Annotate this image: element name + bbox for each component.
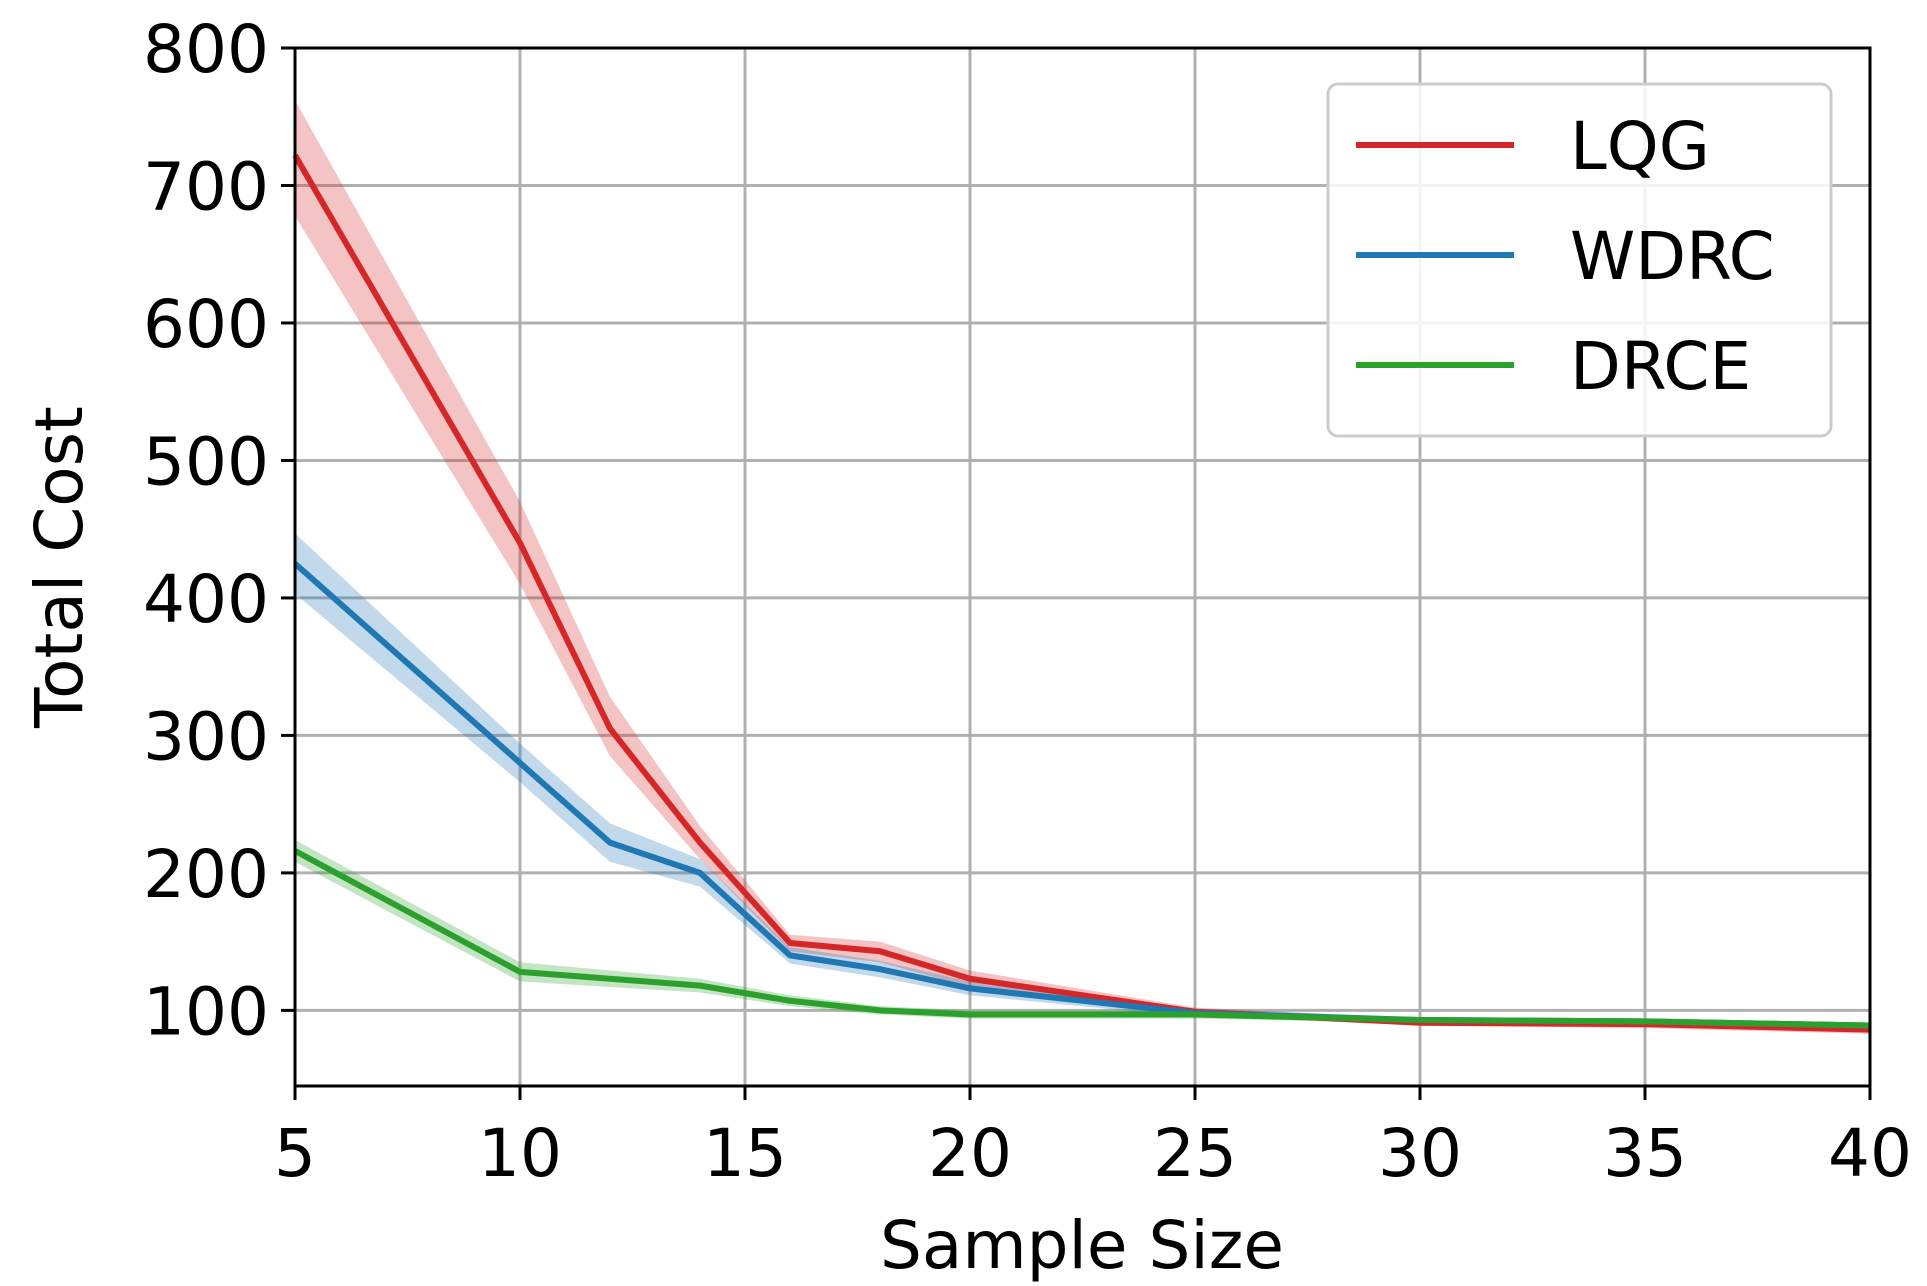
x-axis-label: Sample Size [880,1207,1284,1284]
y-tick-label: 100 [143,973,269,1050]
legend-label-lqg: LQG [1570,108,1710,185]
legend-label-wdrc: WDRC [1570,218,1775,295]
x-tick-label: 30 [1378,1115,1462,1192]
x-tick-label: 25 [1153,1115,1237,1192]
legend: LQG WDRC DRCE [1326,82,1833,438]
series-lines [292,153,1871,1033]
y-tick-label: 500 [143,423,269,500]
x-tick-label: 15 [703,1115,787,1192]
confidence-bands [295,100,1870,1034]
y-tick-label: 400 [143,561,269,638]
axis-ticks: 5 10 15 20 25 30 35 40 100 200 300 400 500 600 700 800 [143,11,1912,1192]
y-tick-label: 600 [143,286,269,363]
plot-frame [293,46,1872,1088]
y-tick-label: 300 [143,698,269,775]
y-tick-label: 200 [143,836,269,913]
x-tick-label: 40 [1828,1115,1912,1192]
x-tick-label: 5 [274,1115,316,1192]
legend-label-drce: DRCE [1570,328,1751,405]
x-tick-label: 10 [478,1115,562,1192]
y-tick-label: 700 [143,148,269,225]
y-axis-label: Total Cost [21,406,98,729]
drce-confidence-band [295,839,1870,1029]
y-tick-label: 800 [143,11,269,88]
legend-box [1326,82,1833,438]
x-tick-label: 20 [928,1115,1012,1192]
drce-series-line [293,848,1871,1029]
x-tick-label: 35 [1603,1115,1687,1192]
